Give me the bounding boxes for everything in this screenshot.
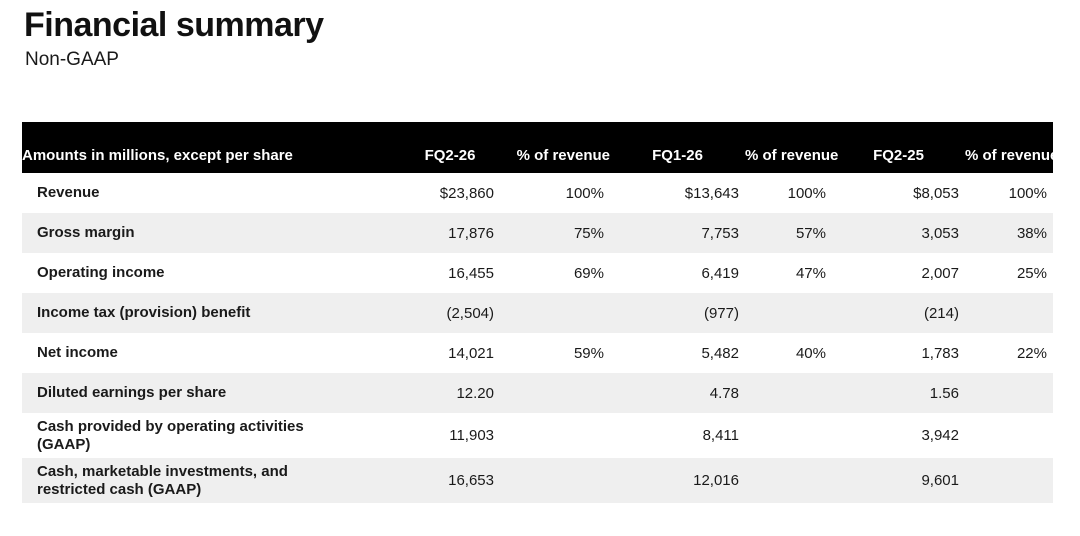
cell-value <box>965 373 1053 413</box>
column-header-fq1-26: FQ1-26 <box>610 122 745 173</box>
cell-value: 47% <box>795 264 826 282</box>
cell-value: 22% <box>1016 344 1047 362</box>
table-row-cash-operating: Cash provided by operating activities (G… <box>22 413 1053 458</box>
cell-value: $8,053 <box>913 184 959 202</box>
cell-value: 9,601 <box>921 472 959 489</box>
cell-value <box>965 293 1053 333</box>
cell-value: 7,753 <box>701 224 739 242</box>
cell-value <box>745 293 832 333</box>
table-row-income-tax: Income tax (provision) benefit (2,504) (… <box>22 293 1053 333</box>
cell-value: $13,643 <box>684 184 739 202</box>
financial-summary-table: Amounts in millions, except per share FQ… <box>22 122 1058 503</box>
table-row-cash-investments: Cash, marketable investments, and restri… <box>22 458 1053 503</box>
table-row-diluted-eps: Diluted earnings per share 12.20 4.78 1.… <box>22 373 1053 413</box>
cell-value: 59% <box>573 344 604 362</box>
cell-value <box>745 458 832 503</box>
cell-value <box>965 413 1053 458</box>
cell-value: (214) <box>923 304 959 322</box>
cell-value: 3,053 <box>921 224 959 242</box>
table-row-net-income: Net income 14,021 59% 5,482 40% 1,783 22… <box>22 333 1053 373</box>
cell-value: 100% <box>565 184 604 202</box>
cell-value: 16,653 <box>448 472 494 489</box>
page-title: Financial summary <box>24 6 324 44</box>
cell-value: 17,876 <box>448 224 494 242</box>
column-header-fq2-26: FQ2-26 <box>400 122 500 173</box>
row-label: Cash provided by operating activities (G… <box>37 417 304 453</box>
cell-value: 12.20 <box>456 384 494 402</box>
table-header: Amounts in millions, except per share FQ… <box>22 122 1058 173</box>
cell-value: 2,007 <box>921 264 959 282</box>
cell-value: (977) <box>703 304 739 322</box>
cell-value: 75% <box>573 224 604 242</box>
cell-value: 69% <box>573 264 604 282</box>
cell-value: 16,455 <box>448 264 494 282</box>
table-row-gross-margin: Gross margin 17,876 75% 7,753 57% 3,053 … <box>22 213 1053 253</box>
table-row-operating-income: Operating income 16,455 69% 6,419 47% 2,… <box>22 253 1053 293</box>
table-header-row: Amounts in millions, except per share FQ… <box>22 122 1058 173</box>
cell-value: 25% <box>1016 264 1047 282</box>
cell-value: 100% <box>787 184 826 202</box>
table-body: Revenue $23,860 100% $13,643 100% $8,053… <box>22 173 1053 503</box>
row-label: Diluted earnings per share <box>37 384 227 401</box>
cell-value: 3,942 <box>921 427 959 444</box>
cell-value <box>500 413 610 458</box>
cell-value: 1.56 <box>929 384 959 402</box>
cell-value: 1,783 <box>921 344 959 362</box>
cell-value <box>745 373 832 413</box>
cell-value <box>500 373 610 413</box>
column-header-fq2-25: FQ2-25 <box>832 122 965 173</box>
page-subtitle: Non-GAAP <box>25 49 119 70</box>
column-header-pct-revenue-2: % of revenue <box>745 122 838 173</box>
table-row-revenue: Revenue $23,860 100% $13,643 100% $8,053… <box>22 173 1053 213</box>
cell-value <box>500 458 610 503</box>
row-label: Cash, marketable investments, and restri… <box>37 462 288 498</box>
cell-value: 6,419 <box>701 264 739 282</box>
cell-value: 14,021 <box>448 344 494 362</box>
row-label: Operating income <box>37 264 165 281</box>
cell-value: $23,860 <box>439 184 494 202</box>
column-header-pct-revenue-1: % of revenue <box>500 122 610 173</box>
cell-value: 5,482 <box>701 344 739 362</box>
cell-value: 100% <box>1008 184 1047 202</box>
cell-value <box>745 413 832 458</box>
column-header-amounts: Amounts in millions, except per share <box>22 122 400 173</box>
column-header-pct-revenue-3: % of revenue <box>965 122 1058 173</box>
row-label: Net income <box>37 344 118 361</box>
cell-value: 8,411 <box>702 427 739 444</box>
cell-value: 57% <box>795 224 826 242</box>
row-label: Gross margin <box>37 224 135 241</box>
cell-value: (2,504) <box>446 304 494 322</box>
cell-value: 40% <box>795 344 826 362</box>
cell-value: 4.78 <box>709 384 739 402</box>
row-label: Revenue <box>37 184 100 201</box>
row-label: Income tax (provision) benefit <box>37 304 251 321</box>
cell-value <box>500 293 610 333</box>
cell-value: 11,903 <box>449 427 494 444</box>
cell-value <box>965 458 1053 503</box>
cell-value: 12,016 <box>693 472 739 489</box>
cell-value: 38% <box>1016 224 1047 242</box>
